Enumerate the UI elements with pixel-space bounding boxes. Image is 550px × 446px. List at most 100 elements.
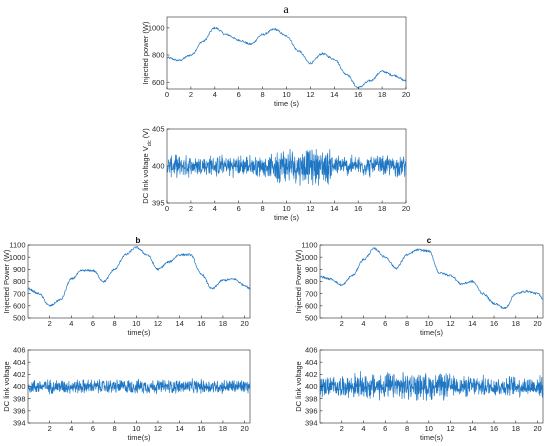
y-axis-label: Injected power (W) (141, 21, 150, 84)
x-tick-label: 18 (219, 319, 227, 328)
x-tick-label: 20 (240, 319, 248, 328)
chart-c-power: 2 4 6 8 10 12 14 16 18 20 500 600 700 800 900 1000 1100 t… (294, 241, 544, 337)
y-tick-label: 404 (13, 358, 26, 367)
x-tick-label: 6 (383, 319, 387, 328)
y-tick-label: 396 (13, 406, 26, 415)
x-tick-label: 18 (512, 319, 520, 328)
series-line (166, 148, 407, 186)
x-tick-label: 16 (197, 424, 205, 433)
x-tick-label: 6 (237, 204, 241, 213)
x-tick-label: 14 (175, 319, 183, 328)
x-tick-label: 8 (405, 424, 409, 433)
y-tick-label: 600 (13, 301, 26, 310)
x-tick-label: 10 (132, 424, 140, 433)
x-tick-label: 16 (490, 319, 498, 328)
x-axis-label: time(s) (128, 328, 151, 337)
x-tick-label: 6 (237, 90, 241, 99)
x-tick-label: 16 (490, 424, 498, 433)
y-tick-label: 394 (13, 419, 26, 428)
panel-title-c: c (427, 236, 432, 245)
y-axis-label: Injected Power (W) (294, 249, 303, 313)
plot-frame (27, 244, 251, 319)
y-axis-label: DC link voltage (294, 361, 303, 411)
x-tick-label: 18 (378, 204, 386, 213)
x-tick-label: 12 (306, 204, 314, 213)
x-tick-label: 16 (354, 204, 362, 213)
x-tick-label: 8 (261, 204, 265, 213)
y-tick-label: 900 (305, 265, 318, 274)
y-tick-label: 404 (305, 358, 318, 367)
x-tick-label: 2 (48, 424, 52, 433)
x-axis-label: time(s) (420, 433, 443, 442)
series-line (27, 246, 251, 307)
x-tick-label: 0 (165, 90, 169, 99)
x-tick-label: 10 (425, 424, 433, 433)
x-tick-label: 2 (340, 424, 344, 433)
x-tick-label: 8 (261, 90, 265, 99)
x-tick-label: 20 (402, 204, 410, 213)
y-tick-label: 396 (305, 406, 318, 415)
y-tick-label: 405 (152, 125, 165, 134)
y-tick-label: 1000 (9, 253, 26, 262)
y-tick-label: 1100 (9, 241, 25, 250)
x-tick-label: 12 (154, 424, 162, 433)
y-tick-label: 1100 (301, 241, 317, 250)
series-line (166, 26, 407, 89)
x-tick-label: 18 (219, 424, 227, 433)
y-tick-label: 406 (305, 346, 318, 355)
x-tick-label: 4 (69, 319, 73, 328)
x-tick-label: 2 (189, 90, 193, 99)
x-tick-label: 4 (361, 424, 365, 433)
x-axis-label: time(s) (128, 433, 151, 442)
y-tick-label: 800 (305, 277, 318, 286)
x-tick-label: 8 (405, 319, 409, 328)
x-tick-label: 18 (512, 424, 520, 433)
y-tick-label: 400 (13, 382, 26, 391)
y-tick-label: 406 (13, 346, 26, 355)
x-axis-label: time(s) (420, 328, 443, 337)
y-tick-label: 700 (305, 289, 318, 298)
panel-title-a: a (283, 2, 289, 16)
x-tick-label: 20 (533, 424, 541, 433)
y-tick-label: 900 (13, 265, 26, 274)
y-tick-label: 402 (305, 370, 318, 379)
x-tick-label: 12 (446, 319, 454, 328)
x-tick-label: 8 (113, 319, 117, 328)
series-line (319, 371, 544, 401)
x-tick-label: 4 (361, 319, 365, 328)
y-tick-label: 600 (152, 78, 165, 87)
chart-b-power: 2 4 6 8 10 12 14 16 18 20 500 600 700 800 900 1000 1100 t… (2, 241, 251, 337)
x-tick-label: 6 (91, 424, 95, 433)
y-tick-label: 398 (13, 394, 26, 403)
x-tick-label: 14 (468, 424, 476, 433)
x-tick-label: 20 (402, 90, 410, 99)
y-tick-label: 500 (13, 314, 26, 323)
y-tick-label: 800 (13, 277, 26, 286)
y-tick-label: 500 (305, 314, 318, 323)
x-tick-label: 12 (154, 319, 162, 328)
plot-frame (319, 244, 544, 319)
x-tick-label: 10 (425, 319, 433, 328)
y-tick-label: 400 (152, 162, 165, 171)
y-tick-label: 800 (152, 51, 165, 60)
x-tick-label: 20 (240, 424, 248, 433)
x-tick-label: 12 (446, 424, 454, 433)
x-tick-label: 0 (165, 204, 169, 213)
x-axis-label: time (s) (274, 213, 300, 222)
x-tick-label: 2 (340, 319, 344, 328)
y-tick-label: 600 (305, 301, 318, 310)
series-line (319, 247, 544, 309)
y-tick-label: 395 (152, 199, 165, 208)
y-tick-label: 700 (13, 289, 26, 298)
y-tick-label: 394 (305, 419, 318, 428)
x-tick-label: 16 (354, 90, 362, 99)
y-axis-label: Injected Power (W) (2, 249, 11, 313)
x-tick-label: 4 (213, 90, 217, 99)
x-tick-label: 10 (282, 204, 290, 213)
y-tick-label: 400 (305, 382, 318, 391)
x-tick-label: 20 (533, 319, 541, 328)
x-tick-label: 2 (189, 204, 193, 213)
y-axis-label: DC link voltage (2, 361, 11, 411)
